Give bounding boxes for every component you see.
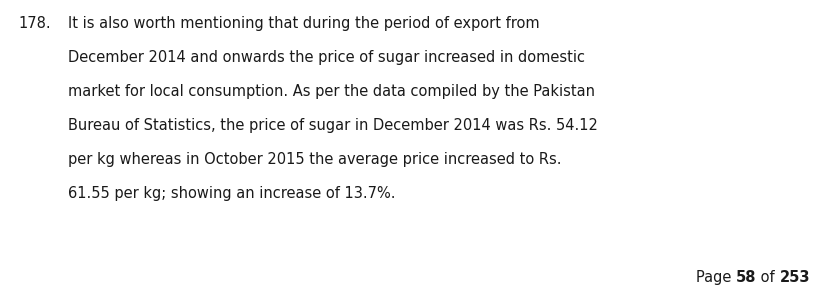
Text: Bureau of Statistics, the price of sugar in December 2014 was Rs. 54.12: Bureau of Statistics, the price of sugar… xyxy=(68,118,598,133)
Text: 178.: 178. xyxy=(18,16,51,31)
Text: 58: 58 xyxy=(736,270,757,285)
Text: 253: 253 xyxy=(779,270,810,285)
Text: Page: Page xyxy=(696,270,736,285)
Text: It is also worth mentioning that during the period of export from: It is also worth mentioning that during … xyxy=(68,16,539,31)
Text: 61.55 per kg; showing an increase of 13.7%.: 61.55 per kg; showing an increase of 13.… xyxy=(68,186,395,201)
Text: December 2014 and onwards the price of sugar increased in domestic: December 2014 and onwards the price of s… xyxy=(68,50,585,65)
Text: of: of xyxy=(757,270,779,285)
Text: market for local consumption. As per the data compiled by the Pakistan: market for local consumption. As per the… xyxy=(68,84,595,99)
Text: per kg whereas in October 2015 the average price increased to Rs.: per kg whereas in October 2015 the avera… xyxy=(68,152,562,167)
